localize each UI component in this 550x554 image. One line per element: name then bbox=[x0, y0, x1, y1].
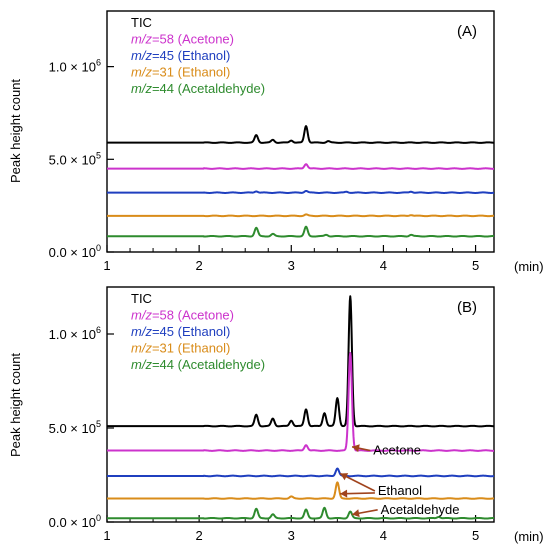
legend-entry: TIC bbox=[131, 15, 152, 30]
x-tick-label: 2 bbox=[196, 528, 203, 543]
x-tick-label: 3 bbox=[288, 258, 295, 273]
panel-b: 1 2 3 4 5 (min) 1.0 × 106 5.0 × 105 0.0 × 100 Pea… bbox=[8, 286, 544, 544]
annotation-ethanol: Ethanol bbox=[378, 483, 422, 498]
series-trace bbox=[107, 213, 495, 218]
panel-label: (A) bbox=[457, 23, 477, 40]
legend-entry: m/z=44 (Acetaldehyde) bbox=[131, 81, 265, 96]
annotation-acetone: Acetone bbox=[373, 443, 421, 458]
legend-entry: m/z=58 (Acetone) bbox=[131, 32, 234, 47]
annotation-acetaldehyde: Acetaldehyde bbox=[381, 502, 460, 517]
series-trace bbox=[107, 506, 495, 520]
y-tick-label: 1.0 × 106 bbox=[49, 58, 101, 75]
legend-entry: m/z=58 (Acetone) bbox=[131, 308, 234, 323]
x-tick-label: 2 bbox=[196, 258, 203, 273]
x-tick-label: 1 bbox=[103, 258, 110, 273]
plot-frame bbox=[106, 286, 495, 523]
series-trace bbox=[107, 295, 495, 428]
x-unit-label: (min) bbox=[514, 259, 544, 274]
y-tick-label: 5.0 × 105 bbox=[49, 419, 101, 436]
x-tick-label: 5 bbox=[472, 258, 479, 273]
x-tick-label: 5 bbox=[472, 528, 479, 543]
annotation-arrowhead bbox=[340, 489, 348, 498]
annotation-arrowhead bbox=[340, 473, 349, 481]
y-axis-title: Peak height count bbox=[8, 353, 23, 457]
legend-entry: TIC bbox=[131, 291, 152, 306]
x-tick-label: 1 bbox=[103, 528, 110, 543]
legend-entry: m/z=45 (Ethanol) bbox=[131, 324, 230, 339]
annotation-arrowhead bbox=[352, 444, 360, 453]
x-tick-label: 4 bbox=[380, 528, 387, 543]
y-tick-label: 0.0 × 100 bbox=[49, 513, 101, 530]
series-trace bbox=[107, 225, 495, 238]
panel-label: (B) bbox=[457, 299, 477, 316]
y-tick-label: 5.0 × 105 bbox=[49, 150, 101, 167]
legend-entry: m/z=31 (Ethanol) bbox=[131, 65, 230, 80]
y-tick-label: 0.0 × 100 bbox=[49, 243, 101, 260]
series-trace bbox=[107, 467, 495, 478]
legend-entry: m/z=44 (Acetaldehyde) bbox=[131, 357, 265, 372]
x-tick-label: 3 bbox=[288, 528, 295, 543]
series-trace bbox=[107, 125, 495, 144]
x-tick-label: 4 bbox=[380, 258, 387, 273]
y-tick-label: 1.0 × 106 bbox=[49, 325, 101, 342]
panel-a: 1 2 3 4 5 (min) 1.0 × 106 5.0 × 105 0.0 × 100 Pea… bbox=[8, 10, 544, 274]
series-trace bbox=[107, 481, 495, 500]
plot-frame bbox=[106, 10, 495, 253]
series-trace bbox=[107, 351, 495, 452]
series-trace bbox=[107, 163, 495, 170]
legend-entry: m/z=31 (Ethanol) bbox=[131, 341, 230, 356]
legend-entry: m/z=45 (Ethanol) bbox=[131, 48, 230, 63]
series-trace bbox=[107, 189, 495, 194]
annotation-arrowhead bbox=[352, 509, 360, 518]
x-unit-label: (min) bbox=[514, 529, 544, 544]
y-axis-title: Peak height count bbox=[8, 79, 23, 183]
